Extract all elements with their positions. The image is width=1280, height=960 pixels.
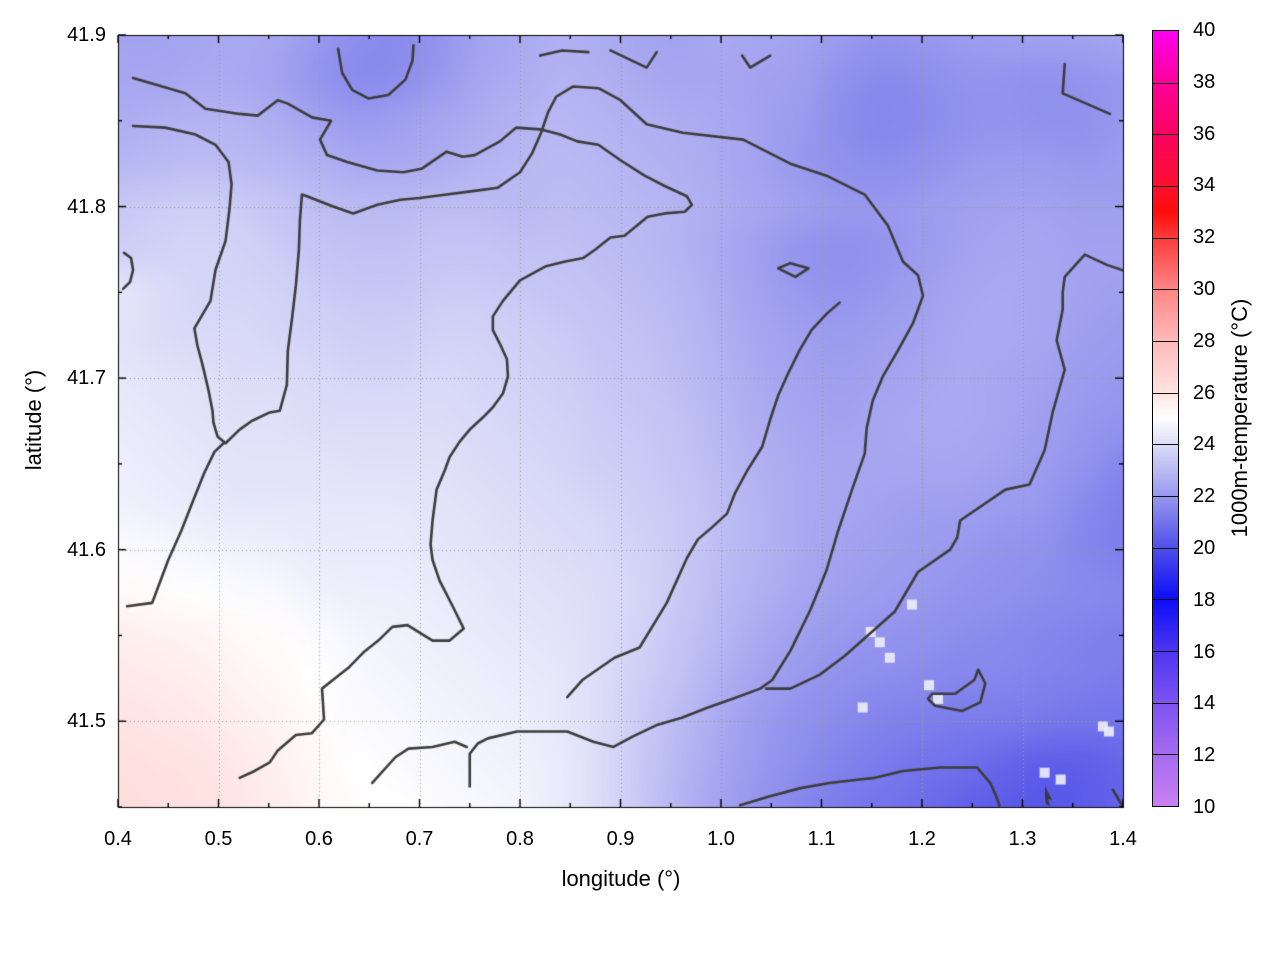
colorbar-tick-label: 26 <box>1193 381 1216 404</box>
x-tick-label: 0.5 <box>204 828 233 850</box>
colorbar-tick <box>1153 237 1178 239</box>
x-tick-label: 0.6 <box>305 828 333 850</box>
colorbar-tick-label: 18 <box>1193 588 1216 611</box>
colorbar-tick <box>1153 496 1178 497</box>
colorbar-tick-label: 36 <box>1193 122 1216 145</box>
colorbar-tick <box>1153 599 1178 601</box>
x-tick-label: 0.4 <box>104 828 132 850</box>
colorbar-tick <box>1153 392 1178 394</box>
x-tick-label: 0.8 <box>506 828 534 850</box>
x-tick-label: 0.7 <box>405 828 434 850</box>
colorbar-tick <box>1153 134 1178 136</box>
colorbar-tick-label: 12 <box>1193 744 1216 767</box>
colorbar-tick <box>1153 651 1178 652</box>
colorbar-tick <box>1153 547 1178 549</box>
x-tick-label: 1.0 <box>707 828 735 850</box>
x-tick-label: 1.1 <box>807 828 836 850</box>
colorbar-tick-label: 28 <box>1193 329 1216 352</box>
colorbar <box>1152 30 1179 807</box>
colorbar-tick-label: 14 <box>1193 692 1216 715</box>
colorbar-title: 1000m-temperature (°C) <box>1227 298 1252 538</box>
x-tick-label: 0.9 <box>606 828 635 850</box>
colorbar-tick <box>1153 289 1178 291</box>
x-tick-label: 1.4 <box>1109 828 1137 850</box>
y-axis-title: latitude (°) <box>21 369 46 471</box>
y-tick-label: 41.7 <box>67 367 106 390</box>
colorbar-tick-label: 22 <box>1193 485 1216 508</box>
colorbar-tick-label: 30 <box>1193 278 1216 300</box>
colorbar-tick-label: 40 <box>1193 19 1216 41</box>
colorbar-tick <box>1153 186 1178 187</box>
colorbar-tick-label: 20 <box>1193 537 1216 559</box>
x-axis-title: longitude (°) <box>561 866 681 891</box>
colorbar-tick <box>1153 444 1178 446</box>
y-tick-label: 41.6 <box>67 538 106 561</box>
colorbar-tick-label: 32 <box>1193 226 1216 249</box>
x-tick-label: 1.2 <box>908 828 936 850</box>
colorbar-tick <box>1153 82 1178 84</box>
colorbar-tick-label: 10 <box>1193 796 1216 818</box>
colorbar-tick-label: 24 <box>1193 433 1216 456</box>
x-tick-label: 1.3 <box>1008 828 1037 850</box>
colorbar-tick <box>1153 341 1178 342</box>
colorbar-tick-label: 38 <box>1193 70 1216 93</box>
colorbar-tick <box>1153 702 1178 704</box>
colorbar-tick <box>1153 754 1178 756</box>
y-tick-label: 41.8 <box>67 195 106 218</box>
colorbar-tick-label: 16 <box>1193 640 1216 663</box>
y-tick-label: 41.5 <box>67 710 106 733</box>
colorbar-tick-label: 34 <box>1193 174 1216 197</box>
y-tick-label: 41.9 <box>67 24 106 46</box>
